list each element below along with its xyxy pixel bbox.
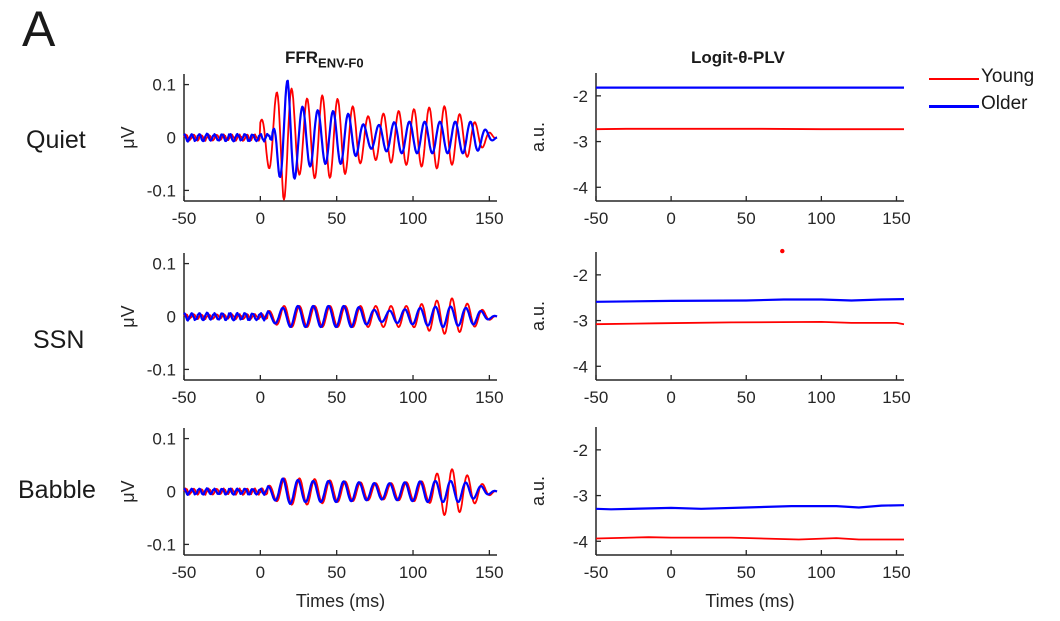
ffr-babble-ytick-label: -0.1 bbox=[147, 535, 176, 554]
ffr-title-main: FFR bbox=[285, 48, 319, 67]
plv-babble-xtick-label: 50 bbox=[737, 563, 756, 582]
ffr-babble-xtick-label: 100 bbox=[399, 563, 427, 582]
ffr-quiet-xtick-label: 100 bbox=[399, 209, 427, 228]
plv-quiet-xtick-label: 150 bbox=[882, 209, 910, 228]
ffr-quiet-ylabel: μV bbox=[118, 126, 138, 148]
plv-ssn-ytick-label: -4 bbox=[573, 357, 588, 376]
ffr-quiet-ytick-label: 0.1 bbox=[152, 76, 176, 95]
ffr-babble-ylabel: μV bbox=[118, 480, 138, 502]
ffr-quiet-series-older bbox=[183, 79, 498, 180]
plv-ssn-ytick-label: -2 bbox=[573, 266, 588, 285]
ffr-babble-series-young bbox=[183, 468, 498, 516]
plv-quiet-xtick-label: 50 bbox=[737, 209, 756, 228]
plv-quiet-xtick-label: -50 bbox=[584, 209, 609, 228]
ffr-quiet-ytick-label: 0 bbox=[167, 129, 176, 148]
legend-label-older: Older bbox=[981, 93, 1028, 114]
column-title-plv: Logit-θ-PLV bbox=[691, 48, 785, 67]
plv-ssn-ylabel: a.u. bbox=[528, 301, 548, 331]
plv-babble-xtick-label: 0 bbox=[666, 563, 675, 582]
plv-babble-ytick-label: -2 bbox=[573, 441, 588, 460]
ffr-ssn-xtick-label: 50 bbox=[327, 388, 346, 407]
ffr-babble-xtick-label: 150 bbox=[475, 563, 503, 582]
plv-babble-ytick-label: -4 bbox=[573, 532, 588, 551]
ffr-ssn-series-older bbox=[183, 304, 498, 329]
legend-label-young: Young bbox=[981, 66, 1035, 87]
ffr-babble-xtick-label: 50 bbox=[327, 563, 346, 582]
plv-quiet-ytick-label: -4 bbox=[573, 178, 588, 197]
ffr-ssn-ytick-label: 0.1 bbox=[152, 255, 176, 274]
ffr-ssn-ytick-label: 0 bbox=[167, 308, 176, 327]
plv-quiet-xtick-label: 0 bbox=[666, 209, 675, 228]
plv-babble-xtick-label: 100 bbox=[807, 563, 835, 582]
plv-quiet-ylabel: a.u. bbox=[528, 122, 548, 152]
plv-babble-xtick-label: 150 bbox=[882, 563, 910, 582]
ffr-ssn-xtick-label: 100 bbox=[399, 388, 427, 407]
plv-ssn-xtick-label: 0 bbox=[666, 388, 675, 407]
plv-ssn-series-young bbox=[595, 320, 905, 326]
ffr-babble-xlabel: Times (ms) bbox=[296, 591, 385, 611]
ffr-babble-series-older bbox=[183, 477, 498, 505]
column-title-ffr: FFRENV-F0 bbox=[285, 48, 364, 70]
row-label-quiet: Quiet bbox=[26, 126, 86, 154]
plv-quiet-ytick-label: -2 bbox=[573, 87, 588, 106]
plv-ssn-ytick-label: -3 bbox=[573, 312, 588, 331]
ffr-title-sub: ENV-F0 bbox=[318, 55, 364, 71]
plv-babble-xtick-label: -50 bbox=[584, 563, 609, 582]
plv-quiet-xtick-label: 100 bbox=[807, 209, 835, 228]
plv-ssn-stray-point bbox=[780, 248, 785, 254]
ffr-quiet-xtick-label: 0 bbox=[256, 209, 265, 228]
panel-letter: A bbox=[22, 1, 56, 57]
ffr-babble-ytick-label: 0 bbox=[167, 483, 176, 502]
ffr-ssn-xtick-label: 150 bbox=[475, 388, 503, 407]
plv-quiet-ytick-label: -3 bbox=[573, 133, 588, 152]
plv-babble-xlabel: Times (ms) bbox=[705, 591, 794, 611]
ffr-quiet-xtick-label: -50 bbox=[172, 209, 197, 228]
plv-ssn-series-older bbox=[595, 298, 905, 303]
legend-swatch-older bbox=[929, 105, 979, 108]
row-label-ssn: SSN bbox=[33, 326, 85, 354]
ffr-babble-ytick-label: 0.1 bbox=[152, 430, 176, 449]
plv-ssn-xtick-label: 150 bbox=[882, 388, 910, 407]
ffr-quiet-xtick-label: 150 bbox=[475, 209, 503, 228]
plv-ssn-xtick-label: 100 bbox=[807, 388, 835, 407]
ffr-babble-xtick-label: 0 bbox=[256, 563, 265, 582]
ffr-ssn-ytick-label: -0.1 bbox=[147, 360, 176, 379]
ffr-quiet-series-young bbox=[183, 87, 498, 201]
ffr-ssn-xtick-label: -50 bbox=[172, 388, 197, 407]
row-label-babble: Babble bbox=[18, 476, 96, 504]
ffr-ssn-ylabel: μV bbox=[118, 305, 138, 327]
legend-swatch-young bbox=[929, 78, 979, 80]
plv-babble-series-young bbox=[595, 536, 904, 541]
ffr-ssn-series-young bbox=[183, 297, 498, 335]
plv-babble-ylabel: a.u. bbox=[528, 476, 548, 506]
ffr-babble-xtick-label: -50 bbox=[172, 563, 197, 582]
ffr-ssn-xtick-label: 0 bbox=[256, 388, 265, 407]
plv-ssn-xtick-label: 50 bbox=[737, 388, 756, 407]
ffr-quiet-xtick-label: 50 bbox=[327, 209, 346, 228]
plv-babble-series-older bbox=[595, 504, 905, 511]
plv-babble-ytick-label: -3 bbox=[573, 487, 588, 506]
ffr-quiet-ytick-label: -0.1 bbox=[147, 181, 176, 200]
plv-ssn-xtick-label: -50 bbox=[584, 388, 609, 407]
